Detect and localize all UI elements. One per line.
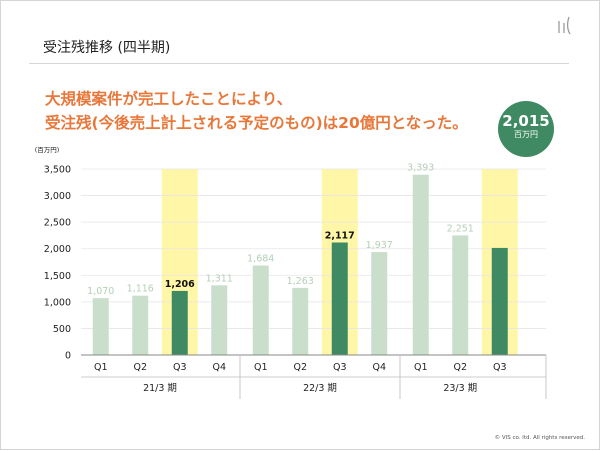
bar-213-q1 xyxy=(92,298,109,355)
bar-213-q4 xyxy=(211,285,228,355)
slide-title: 受注残推移 (四半期) xyxy=(43,40,171,56)
x-tick-label: Q1 xyxy=(94,362,108,373)
y-tick-label: 500 xyxy=(53,324,71,335)
callout-value: 2,015 xyxy=(502,112,550,130)
y-tick-label: 2,000 xyxy=(44,244,71,255)
y-tick-label: 2,500 xyxy=(44,218,71,229)
bar-223-q1 xyxy=(252,265,269,355)
callout-unit: 百万円 xyxy=(514,130,538,139)
bar-value-label: 1,263 xyxy=(287,276,314,287)
bar-233-q1 xyxy=(412,174,429,355)
title-divider xyxy=(29,63,569,64)
copyright: © VIS co. ltd. All rights reserved. xyxy=(494,435,585,441)
x-tick-label: Q2 xyxy=(133,362,147,373)
bar-value-label: 1,684 xyxy=(247,254,274,265)
x-tick-label: Q2 xyxy=(453,362,467,373)
y-tick-label: 0 xyxy=(65,351,71,362)
headline: 大規模案件が完工したことにより、 受注残(今後売上計上される予定のもの)は20億… xyxy=(45,87,515,135)
bar-value-label: 3,393 xyxy=(407,163,434,174)
callout-badge: 2,015 百万円 xyxy=(498,101,554,157)
bar-value-label: 1,311 xyxy=(206,273,233,284)
headline-line-2: 受注残(今後売上計上される予定のもの)は20億円となった。 xyxy=(45,114,468,132)
bar-value-label: 1,206 xyxy=(165,279,195,290)
x-tick-label: Q4 xyxy=(372,362,386,373)
y-tick-label: 3,500 xyxy=(44,165,71,176)
bar-value-label: 2,117 xyxy=(325,230,355,241)
bar-233-q2 xyxy=(452,235,469,355)
y-tick-label: 1,500 xyxy=(44,271,71,282)
group-label: 22/3 期 xyxy=(303,383,337,394)
bar-233-q3 xyxy=(491,247,508,355)
group-label: 23/3 期 xyxy=(443,383,477,394)
x-tick-label: Q3 xyxy=(173,362,187,373)
x-tick-label: Q3 xyxy=(333,362,347,373)
bar-223-q2 xyxy=(292,287,309,355)
bar-213-q2 xyxy=(132,295,149,355)
bar-223-q4 xyxy=(371,252,388,355)
x-tick-label: Q2 xyxy=(293,362,307,373)
x-tick-label: Q3 xyxy=(493,362,507,373)
x-tick-label: Q4 xyxy=(212,362,226,373)
group-label: 21/3 期 xyxy=(143,383,177,394)
bar-value-label: 1,116 xyxy=(127,284,154,295)
y-axis-unit-label: (百万円) xyxy=(35,146,60,154)
bar-value-label: 2,251 xyxy=(447,223,474,234)
x-tick-label: Q1 xyxy=(254,362,268,373)
bar-223-q3 xyxy=(331,242,348,355)
y-tick-label: 3,000 xyxy=(44,191,71,202)
bar-213-q3 xyxy=(171,290,188,355)
headline-line-1: 大規模案件が完工したことにより、 xyxy=(45,90,293,108)
bar-value-label: 1,937 xyxy=(366,240,393,251)
bar-value-label: 1,070 xyxy=(87,286,114,297)
y-tick-label: 1,000 xyxy=(44,297,71,308)
x-tick-label: Q1 xyxy=(414,362,428,373)
company-logo-icon xyxy=(558,16,571,35)
